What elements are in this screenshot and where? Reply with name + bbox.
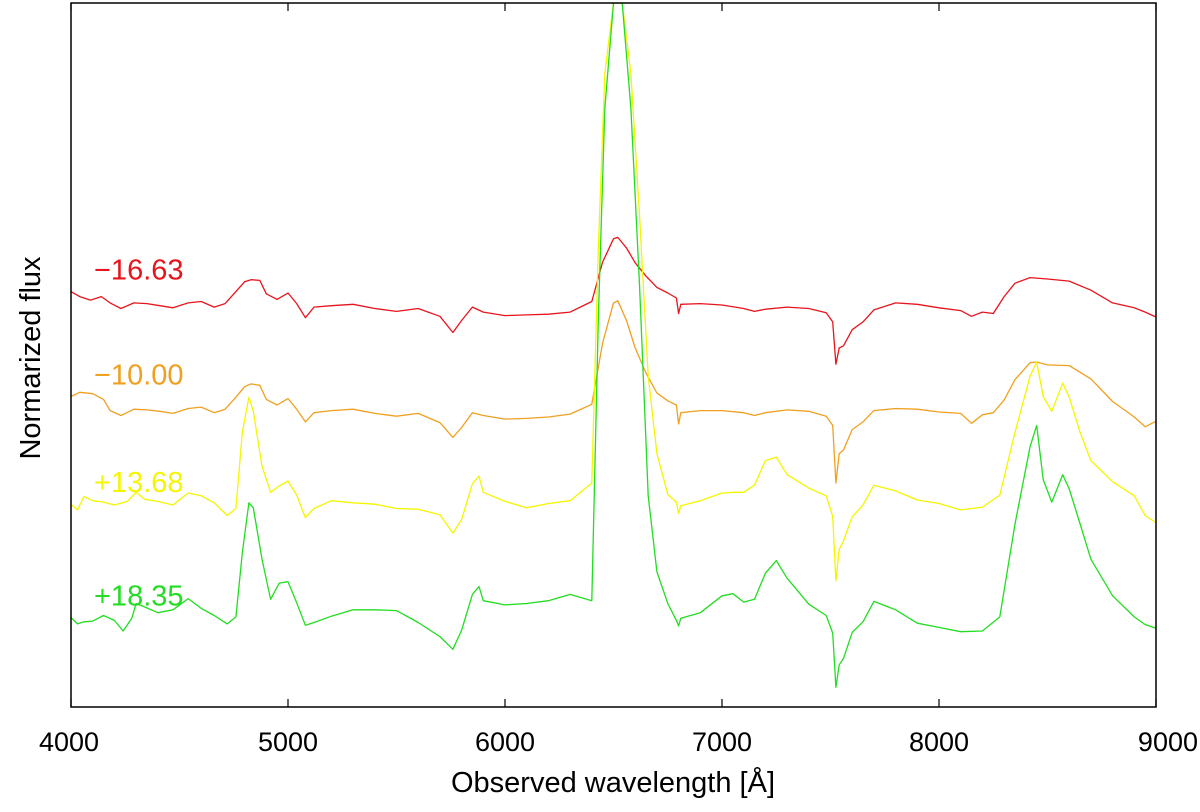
series-line-4 (71, 3, 1156, 688)
series-label-3: +13.68 (94, 467, 184, 499)
x-tick-label-5000: 5000 (258, 727, 318, 757)
x-axis-label: Observed wavelength [Å] (451, 766, 775, 799)
x-tick-label-9000: 9000 (1138, 727, 1198, 757)
series-line-2 (71, 300, 1156, 484)
series-labels: −16.63 −10.00 +13.68 +18.35 (94, 255, 184, 613)
series-label-2: −10.00 (94, 360, 184, 392)
x-tick-label-8000: 8000 (909, 727, 969, 757)
series-label-1: −16.63 (94, 255, 184, 287)
x-tick-label-7000: 7000 (692, 727, 752, 757)
series-label-4: +18.35 (94, 581, 184, 613)
plot-frame (70, 2, 1157, 708)
y-axis-label: Normarized flux (15, 256, 47, 460)
x-tick-label-6000: 6000 (475, 727, 535, 757)
x-axis-ticks: 4000 5000 6000 7000 8000 9000 (39, 3, 1198, 757)
plot-lines (71, 3, 1156, 688)
series-line-3 (71, 3, 1156, 582)
series-line-1 (71, 236, 1156, 365)
x-tick-label-4000: 4000 (39, 727, 99, 757)
